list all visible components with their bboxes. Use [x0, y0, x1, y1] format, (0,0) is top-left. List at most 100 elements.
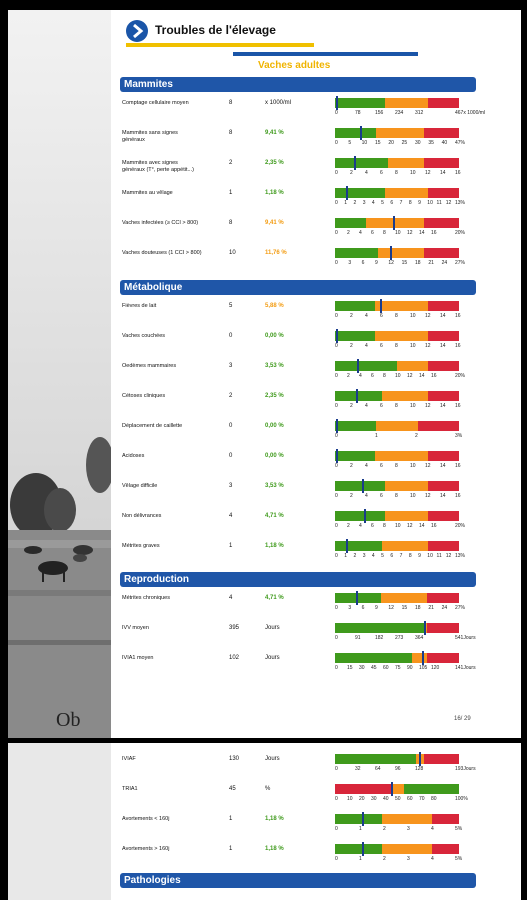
tick-label: 182 — [375, 635, 384, 641]
gauge-bar — [335, 752, 459, 766]
gauge-bar — [335, 449, 459, 463]
tick-label: 128 — [415, 766, 424, 772]
row-label: Mammites avec signes généraux (T°, perte… — [122, 160, 194, 173]
tick-label: 8 — [383, 373, 386, 379]
tick-label: 2 — [350, 170, 353, 176]
report-page-2: IVIAF 130 Jours 0 32 64 96 128 193Jours TRIA1 45% 0… — [8, 743, 521, 900]
tick-label: 6 — [390, 200, 394, 206]
section-header: Pathologies — [120, 873, 476, 888]
tick-label: 60 — [383, 665, 389, 671]
row-label: Avortements < 160j — [122, 816, 170, 822]
gauge-zone-green — [335, 541, 383, 551]
tick-label: 4 — [359, 373, 362, 379]
tick-label: 1 — [359, 826, 362, 832]
tick-label: 6 — [361, 260, 365, 266]
tick-label: 6 — [380, 403, 383, 409]
tick-label: 10 — [410, 463, 416, 469]
tick-label: 4 — [365, 313, 368, 319]
tick-label: 312 — [415, 110, 424, 116]
tick-label: 2 — [383, 826, 386, 832]
row-value: x 1000/ml — [265, 100, 292, 106]
tick-label: 0 — [335, 856, 338, 862]
tick-label: 16 — [455, 493, 461, 499]
gauge-zone-red — [428, 541, 459, 551]
gauge-zone-green — [335, 421, 376, 431]
gauge-ticks: 0 1 2 3 4 5 6 7 8 9 10 11 12 13% — [335, 200, 475, 207]
gauge-ticks: 0 2 4 6 8 10 12 14 16 20% — [335, 523, 475, 530]
tick-label: 1 — [344, 553, 347, 559]
gauge-marker — [359, 126, 362, 140]
tick-label: 4 — [371, 200, 375, 206]
tick-label: 5% — [455, 826, 463, 832]
tick-label: 8 — [383, 523, 386, 529]
tick-label: 47% — [455, 140, 466, 146]
tick-label: 2 — [347, 373, 350, 379]
tick-label: 0 — [335, 553, 338, 559]
gauge-bar — [335, 419, 459, 433]
tick-label: 27% — [455, 605, 466, 611]
tick-label: 0 — [335, 493, 338, 499]
tick-label: 0 — [335, 403, 338, 409]
gauge-zone-red — [424, 128, 459, 138]
gauge-ticks: 0 10 20 30 40 50 60 70 80 100% — [335, 796, 475, 803]
tick-label: 541Jours — [455, 635, 476, 641]
tick-label: 5 — [381, 200, 384, 206]
row-value: Jours — [265, 625, 280, 631]
tick-label: 24 — [441, 605, 448, 611]
gauge-zone-orange — [374, 301, 428, 311]
row-value: 9,41 % — [265, 220, 284, 226]
gauge-zone-orange — [374, 451, 428, 461]
tick-label: 10 — [410, 170, 416, 176]
landscape-image: Ob — [8, 10, 111, 738]
tick-label: 6 — [371, 230, 374, 236]
row-count: 102 — [229, 655, 240, 661]
row-label: Non délivrances — [122, 513, 162, 519]
gauge-bar — [335, 156, 459, 170]
gauge-zone-orange — [375, 421, 419, 431]
gauge-bar — [335, 359, 459, 373]
row-value: 2,35 % — [265, 160, 284, 166]
tick-label: 10 — [427, 200, 433, 206]
tick-label: 0 — [335, 463, 338, 469]
tick-label: 9 — [418, 200, 421, 206]
gauge-zone-orange — [382, 541, 428, 551]
gauge-zone-green — [335, 188, 385, 198]
tick-label: 1 — [375, 433, 378, 439]
row-count: 8 — [229, 100, 233, 106]
tick-label: 0 — [335, 230, 338, 236]
tick-label: 9 — [375, 605, 378, 611]
tick-label: 16 — [455, 313, 461, 319]
tick-label: 16 — [455, 403, 461, 409]
tick-label: 0 — [335, 826, 338, 832]
gauge-ticks: 0 2 4 6 8 10 12 14 16 — [335, 170, 475, 177]
section-header: Métabolique — [120, 280, 476, 295]
tick-label: 2 — [415, 433, 418, 439]
tick-label: 120 — [431, 665, 440, 671]
tick-label: 4 — [365, 493, 368, 499]
row-label: Métrites graves — [122, 543, 160, 549]
row-label: IVV moyen — [122, 625, 149, 631]
tick-label: 2 — [350, 463, 353, 469]
tick-label: 3 — [348, 605, 352, 611]
row-label: Vaches infectées (≥ CCI > 800) — [122, 220, 199, 226]
row-count: 45 — [229, 786, 236, 792]
gauge-zone-orange — [392, 784, 405, 794]
gauge-zone-green — [335, 218, 366, 228]
gauge-zone-green — [335, 511, 385, 521]
gauge-zone-red — [424, 218, 459, 228]
row-label: Métrites chroniques — [122, 595, 170, 601]
gauge-ticks: 0 5 10 15 20 25 30 35 40 47% — [335, 140, 475, 147]
tick-label: 6 — [380, 343, 383, 349]
tick-label: 16 — [455, 343, 461, 349]
tick-label: 12 — [445, 200, 452, 206]
gauge-zone-green — [335, 754, 416, 764]
tick-label: 16 — [431, 523, 437, 529]
gauge-zone-red — [428, 98, 459, 108]
tick-label: 78 — [355, 110, 361, 116]
gauge-zone-red — [418, 421, 459, 431]
gauge-bar — [335, 216, 459, 230]
title-underline — [126, 43, 314, 47]
row-label: Fièvres de lait — [122, 303, 157, 309]
tick-label: 18 — [415, 260, 421, 266]
gauge-zone-red — [428, 451, 459, 461]
